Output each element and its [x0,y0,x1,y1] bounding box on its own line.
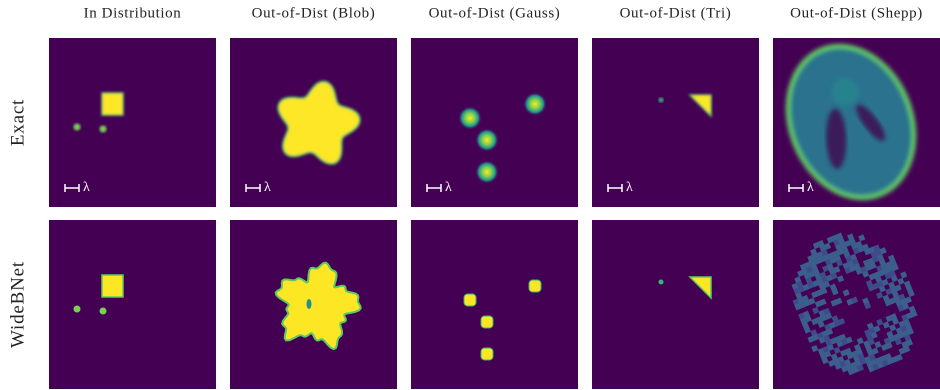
panel: λ [49,38,216,207]
column-title: Out-of-Dist (Blob) [252,5,376,21]
square [102,275,123,297]
dot [74,306,81,313]
figure: In Distribution Out-of-Dist (Blob) Out-of-… [0,0,940,390]
panel: λ [411,38,578,207]
panel-bg [592,38,759,207]
column-title: Out-of-Dist (Tri) [620,5,732,21]
dot [659,98,664,103]
panel [592,220,759,389]
column-title: Out-of-Dist (Gauss) [429,5,561,21]
gauss-dot [523,92,547,116]
gauss-dot [458,106,482,130]
panel-bg [592,220,759,389]
gauss-dot [481,316,493,328]
panel-bg [411,220,578,389]
panel-bg [49,220,216,389]
panel [49,220,216,389]
scale-label: λ [807,180,814,195]
panel [773,216,940,390]
scale-label: λ [626,180,633,195]
gauss-dot [529,280,541,292]
blob-hole [307,299,312,309]
column-title: Out-of-Dist (Shepp) [790,5,923,21]
panel [230,220,397,389]
panel: λ [230,38,397,207]
gauss-dot [481,348,493,360]
panel: λ [592,38,759,207]
dot [100,126,107,133]
dot [659,280,664,285]
panel [411,220,578,389]
row-label: WideBNet [7,261,28,348]
dot [100,308,107,315]
panel-bg [411,38,578,207]
gauss-dot [464,294,476,306]
scale-label: λ [445,180,452,195]
panel-bg [49,38,216,207]
scale-label: λ [264,180,271,195]
column-title: In Distribution [84,5,182,21]
gauss-dot [475,128,499,152]
scale-label: λ [83,180,90,195]
dot [74,124,81,131]
square [102,93,123,115]
panel: λ [766,27,940,217]
gauss-dot [475,160,499,184]
row-label: Exact [7,99,28,146]
